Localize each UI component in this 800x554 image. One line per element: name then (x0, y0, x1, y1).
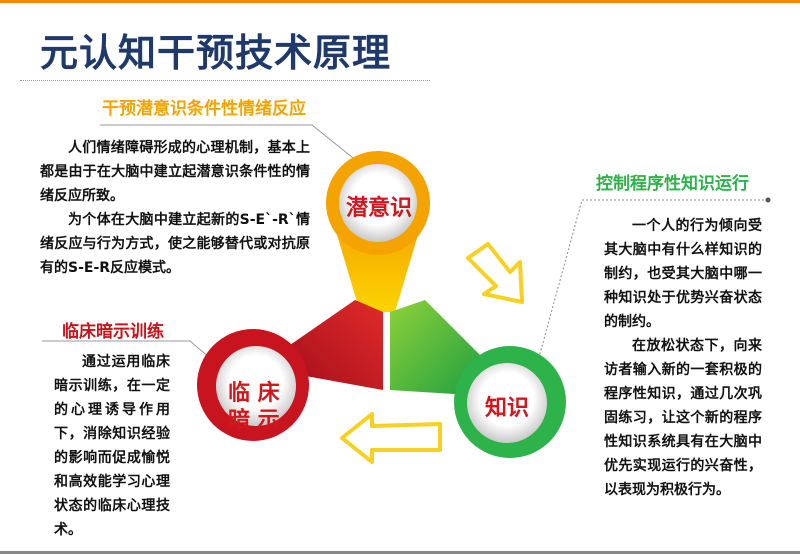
circle-label-knowledge: 知识 (485, 396, 530, 421)
heading-clinical: 临床暗示训练 (62, 322, 164, 342)
wedge-clinical (290, 300, 383, 390)
heading-knowledge: 控制程序性知识运行 (596, 174, 749, 194)
bottom-rule (0, 551, 800, 554)
arrow-down-right-icon (466, 242, 524, 304)
top-accent-bar (0, 0, 800, 3)
title-divider (20, 80, 430, 81)
leader-line-knowledge (534, 199, 768, 373)
arrow-left-icon (340, 412, 442, 464)
text-knowledge: 一个人的行为倾向受其大脑中有什么样知识的制约，也受其大脑中哪一种知识处于优势兴奋… (604, 218, 762, 498)
circle-label-clinical-2: 暗 示 (228, 408, 280, 433)
text-clinical: 通过运用临床暗示训练，在一定的心理诱导作用下，消除知识经验的影响而促成愉悦和高效… (54, 354, 170, 538)
page-title: 元认知干预技术原理 (40, 31, 392, 75)
text-subconscious: 人们情绪障碍形成的心理机制，基本上都是由于在大脑中建立起潜意识条件性的情绪反应所… (40, 140, 310, 276)
circle-label-subconscious: 潜意识 (346, 196, 413, 221)
heading-subconscious: 干预潜意识条件性情绪反应 (102, 99, 306, 119)
leader-line-subconscious (100, 124, 369, 171)
circle-label-clinical-1: 临 床 (228, 381, 280, 406)
wedge-knowledge (390, 300, 480, 395)
